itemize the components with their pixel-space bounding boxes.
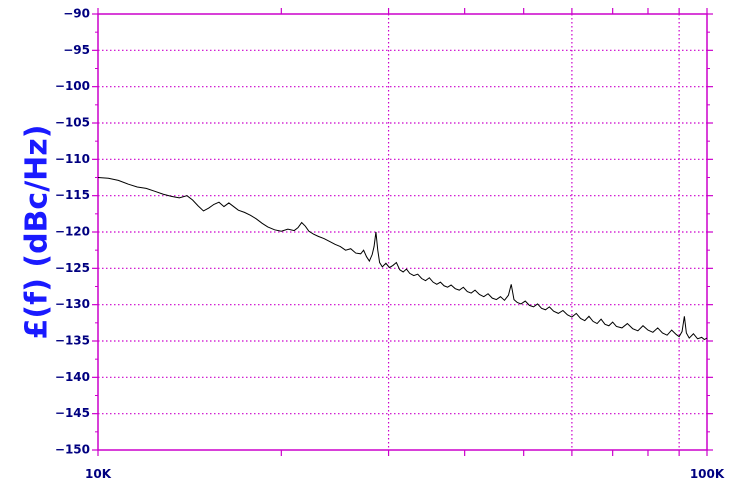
grid <box>98 14 707 450</box>
y-tick-label: −110 <box>55 152 90 166</box>
series-line <box>97 177 708 341</box>
x-tick-label: 100K <box>690 467 725 481</box>
x-axis: 10K 100K <box>85 8 725 481</box>
y-tick-label: −115 <box>55 188 90 202</box>
y-tick-label: −150 <box>55 443 90 457</box>
y-axis: −90 −95 −100 −105 −110 −115 −120 −125 −130 −135 −1… <box>55 7 713 457</box>
y-tick-label: −100 <box>55 79 90 93</box>
y-tick-label: −90 <box>63 7 90 21</box>
y-tick-label: −95 <box>63 43 90 57</box>
y-tick-label: −125 <box>55 261 90 275</box>
y-tick-label: −130 <box>55 297 90 311</box>
y-tick-label: −145 <box>55 406 90 420</box>
y-tick-label: −120 <box>55 225 90 239</box>
x-tick-label: 10K <box>85 467 112 481</box>
y-axis-label: £(f) (dBc/Hz) <box>20 125 55 340</box>
y-tick-label: −105 <box>55 116 90 130</box>
y-tick-label: −140 <box>55 370 90 384</box>
y-tick-label: −135 <box>55 334 90 348</box>
